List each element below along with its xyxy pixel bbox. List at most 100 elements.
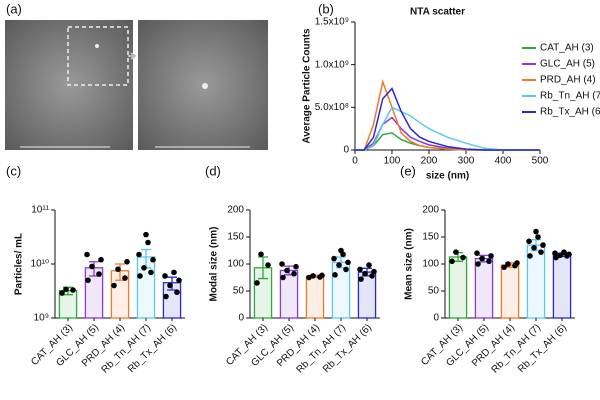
- data-point: [319, 272, 325, 279]
- panel-label: (a): [6, 1, 22, 16]
- x-tick-label: 300: [458, 156, 475, 167]
- y-tick-label: 100: [227, 259, 244, 270]
- y-tick-label: 1.0x10⁹: [315, 59, 349, 70]
- series-line: [355, 87, 540, 151]
- legend-label: CAT_AH (3): [540, 43, 594, 54]
- data-point: [124, 258, 130, 265]
- data-point: [162, 273, 168, 279]
- chart-title: NTA scatter: [410, 7, 465, 18]
- data-point: [148, 269, 154, 276]
- data-point: [176, 277, 182, 284]
- data-point: [171, 269, 177, 276]
- series-line: [355, 132, 540, 151]
- error-bar: [258, 256, 268, 280]
- data-point: [284, 267, 290, 274]
- x-axis-label: size (nm): [426, 171, 469, 182]
- y-axis-label: Particles/ mL: [14, 233, 25, 295]
- data-point: [293, 263, 299, 270]
- data-point: [336, 262, 342, 268]
- data-point: [343, 266, 349, 273]
- data-point: [98, 256, 104, 263]
- data-point: [163, 293, 169, 300]
- data-point: [258, 251, 264, 258]
- panel-label: (c): [6, 163, 21, 178]
- data-point: [70, 287, 76, 293]
- data-point: [145, 239, 151, 246]
- data-point: [535, 234, 541, 240]
- legend-label: PRD_AH (4): [540, 75, 596, 86]
- x-tick-label: 100: [384, 156, 401, 167]
- y-tick-label: 0: [343, 145, 349, 156]
- data-point: [561, 249, 567, 255]
- bar: [552, 254, 572, 319]
- legend-label: Rb_Tx_AH (6): [540, 107, 600, 118]
- y-tick-label: 10⁹: [34, 313, 49, 324]
- data-point: [533, 228, 539, 235]
- y-tick-label: 10¹⁰: [31, 259, 49, 270]
- y-axis-label: Modal size (nm): [209, 226, 220, 301]
- data-point: [115, 266, 121, 273]
- data-point: [474, 250, 480, 256]
- data-point: [150, 256, 156, 263]
- data-point: [357, 266, 363, 273]
- data-point: [505, 261, 511, 267]
- data-point: [96, 271, 102, 277]
- data-point: [531, 245, 537, 251]
- panel-label: (d): [205, 163, 221, 178]
- bar: [500, 264, 520, 319]
- zoom-box: [67, 26, 129, 86]
- data-point: [501, 264, 507, 271]
- data-point: [167, 282, 173, 289]
- data-point: [453, 249, 459, 255]
- data-point: [366, 262, 372, 268]
- data-point: [111, 282, 117, 289]
- data-point: [280, 274, 286, 281]
- data-point: [358, 276, 364, 282]
- data-point: [85, 277, 91, 284]
- panel-label: (e): [400, 163, 416, 178]
- x-tick-label: 200: [421, 156, 438, 167]
- bar: [474, 257, 494, 319]
- bar: [305, 275, 325, 319]
- vesicle: [202, 83, 208, 89]
- y-axis-label: Mean size (nm): [404, 228, 415, 300]
- data-point: [526, 238, 532, 245]
- y-tick-label: 50: [428, 286, 440, 297]
- data-point: [527, 253, 533, 259]
- data-point: [540, 242, 546, 248]
- series-line: [355, 79, 540, 151]
- y-tick-label: 150: [422, 232, 439, 243]
- data-point: [479, 255, 485, 262]
- zoom-arrow: [128, 52, 137, 60]
- data-point: [265, 262, 271, 268]
- data-point: [460, 254, 466, 261]
- data-point: [514, 260, 520, 266]
- data-point: [362, 270, 368, 277]
- data-point: [89, 263, 95, 270]
- data-point: [141, 265, 147, 271]
- data-point: [538, 249, 544, 255]
- x-tick-label: 400: [495, 156, 512, 167]
- y-tick-label: 50: [233, 286, 245, 297]
- x-tick-label: 500: [532, 156, 549, 167]
- data-point: [369, 273, 375, 279]
- x-tick-label: 0: [352, 156, 358, 167]
- data-point: [143, 231, 149, 238]
- y-tick-label: 1.5x10⁹: [315, 17, 349, 28]
- data-point: [59, 290, 65, 296]
- data-point: [122, 275, 128, 281]
- data-point: [345, 259, 351, 266]
- data-point: [137, 273, 143, 279]
- data-point: [331, 255, 337, 262]
- data-point: [174, 289, 180, 296]
- data-point: [136, 251, 142, 258]
- y-tick-label: 200: [227, 205, 244, 216]
- panel-label: (b): [318, 1, 334, 16]
- data-point: [475, 261, 481, 267]
- data-point: [488, 253, 494, 259]
- y-axis-label: Average Particle Counts: [302, 28, 313, 144]
- data-point: [338, 247, 344, 254]
- data-point: [449, 258, 455, 265]
- legend-label: Rb_Tn_AH (7): [540, 91, 600, 102]
